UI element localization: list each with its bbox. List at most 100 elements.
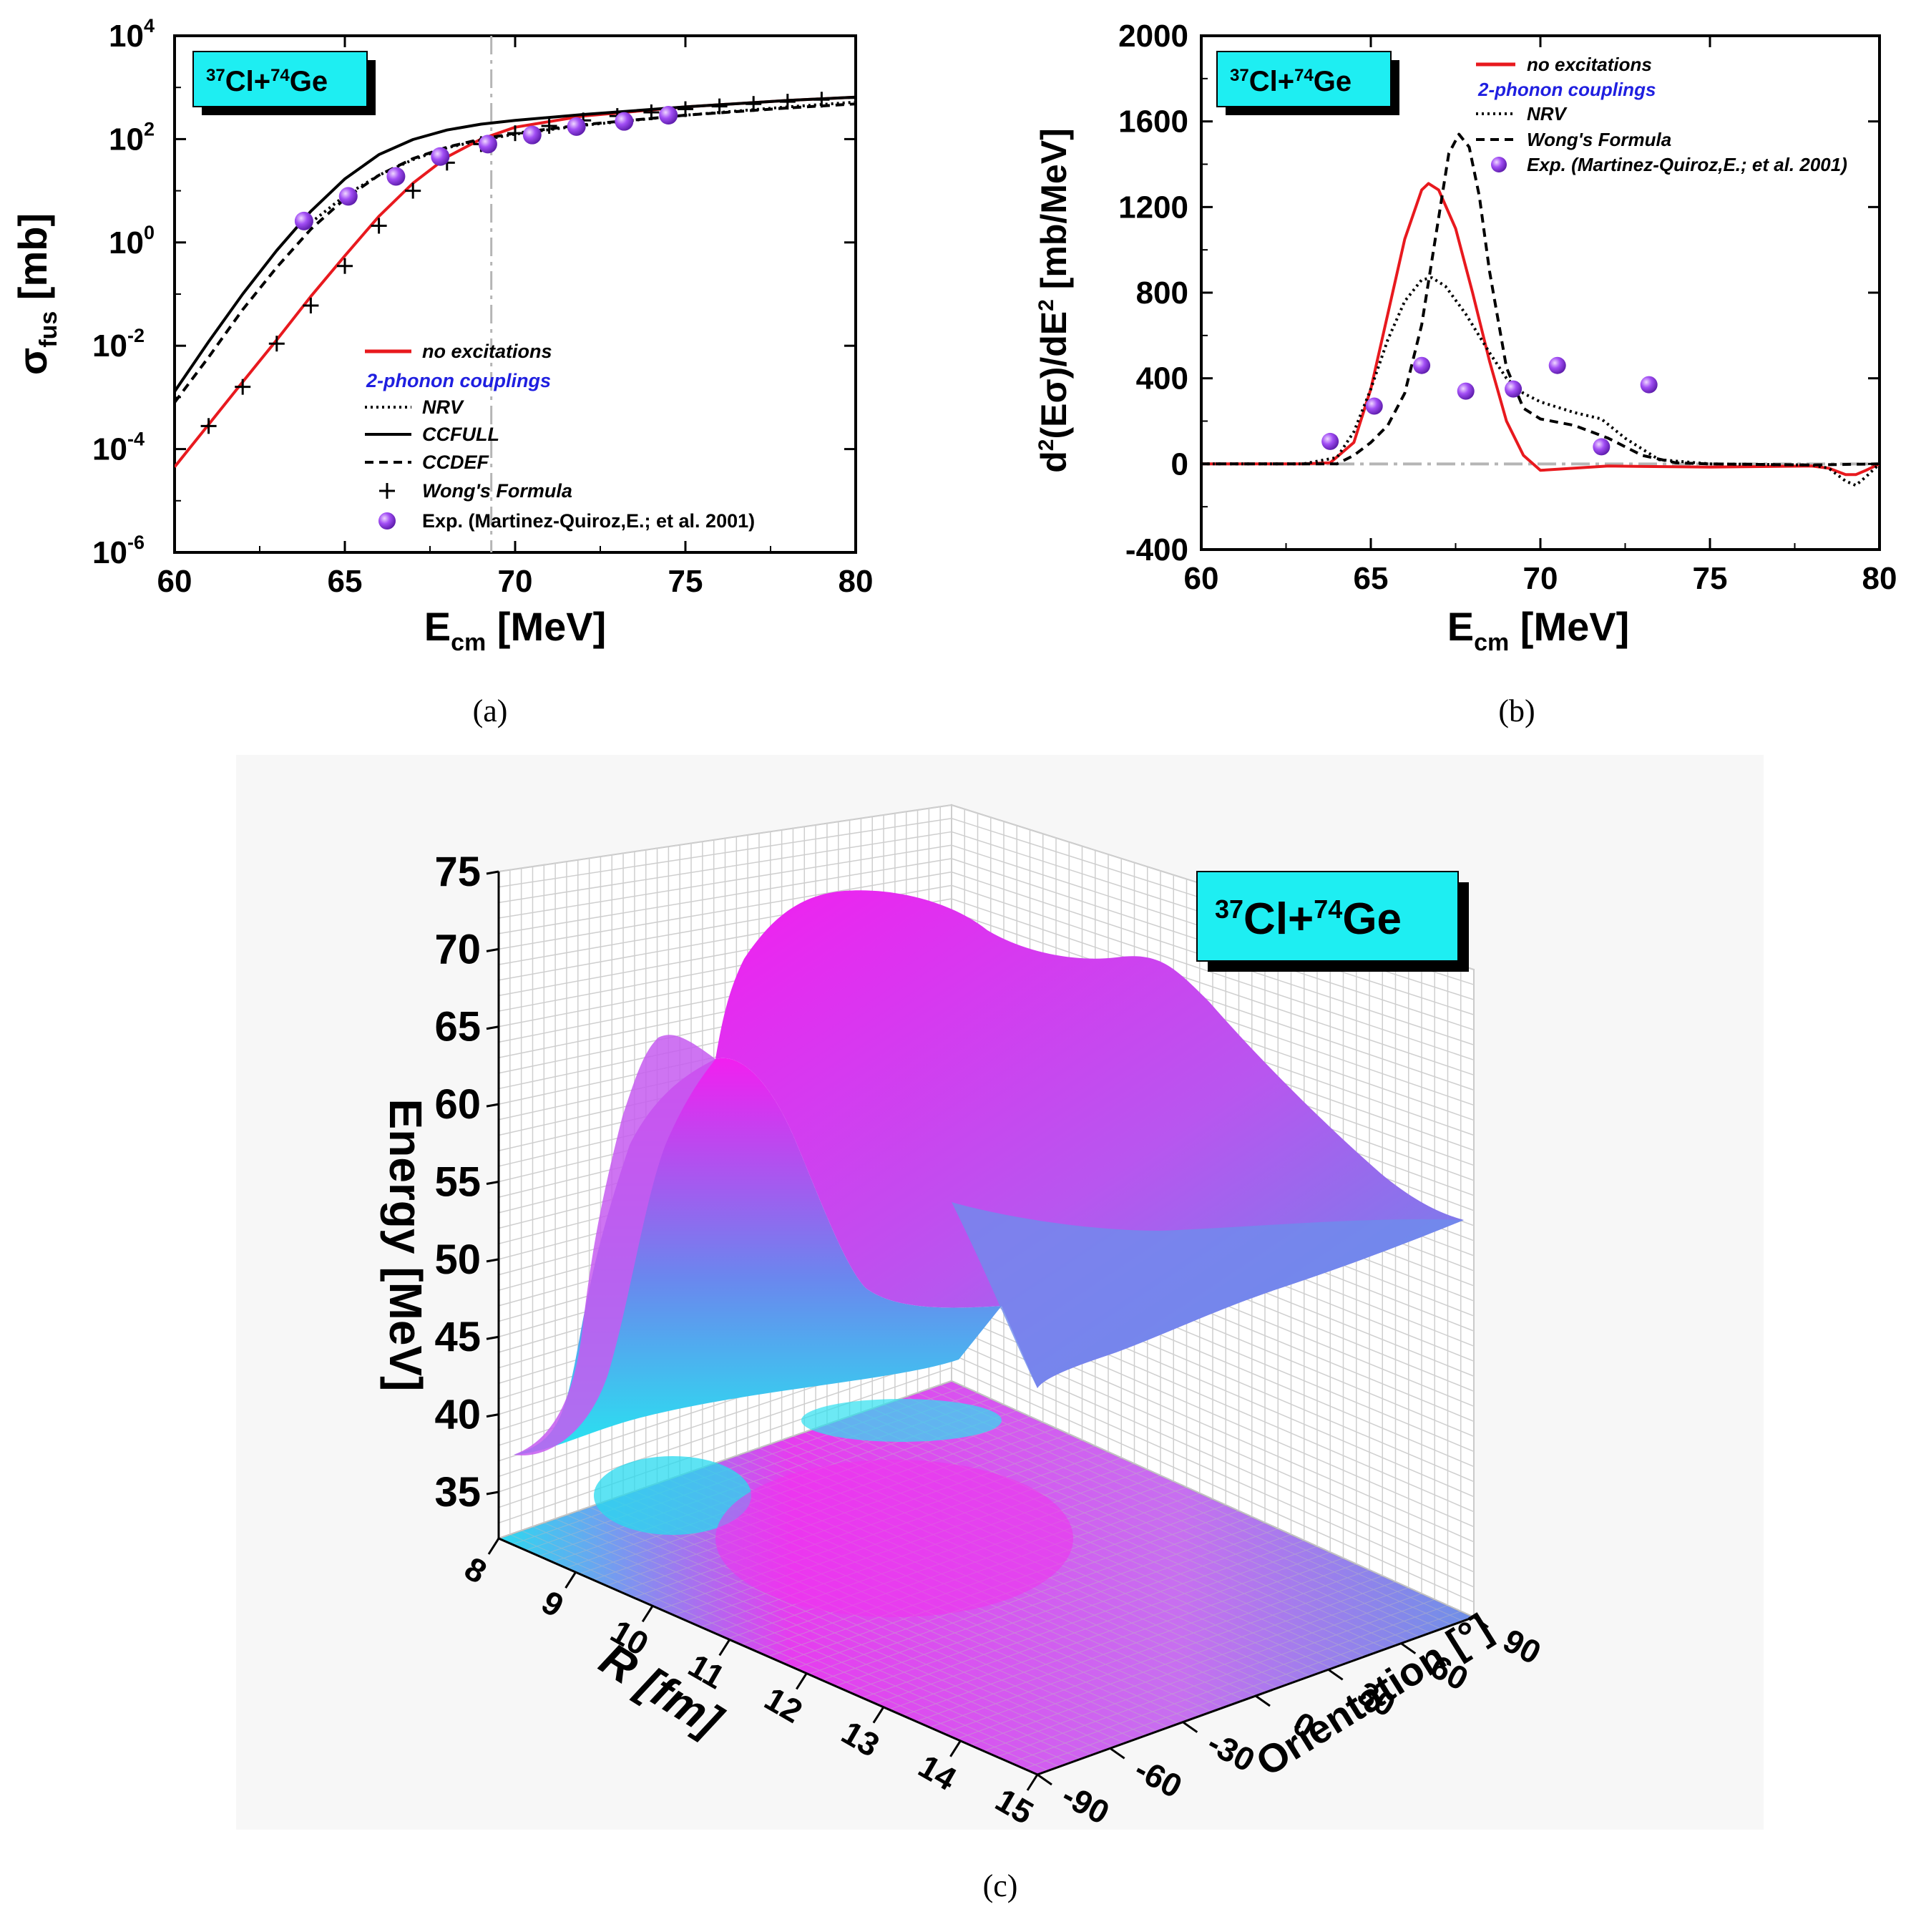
element-a1: Cl+ — [225, 66, 270, 97]
left-wall-gridline-h — [498, 858, 952, 935]
x-tick-label-a: 60 — [157, 564, 192, 599]
floor-gridline-a — [849, 1534, 1291, 1692]
floor-gridline-b — [917, 1392, 1442, 1629]
floor-gridline-b — [566, 1514, 1103, 1752]
caption-c: (c) — [983, 1868, 1018, 1903]
series-line-nrv-a — [310, 100, 856, 224]
floor-gridline-b — [939, 1385, 1463, 1621]
exp-point-b — [1457, 382, 1475, 400]
z-tick-label: 75 — [434, 849, 481, 895]
wong-point-a — [337, 258, 353, 274]
z-tick-label: 60 — [434, 1081, 481, 1128]
exp-point-b — [1365, 397, 1383, 415]
r-tick — [487, 1538, 500, 1555]
r-tick — [1026, 1774, 1039, 1791]
r-tick — [564, 1571, 577, 1589]
z-tick — [486, 870, 499, 875]
floor-gridline-a — [929, 1569, 1370, 1728]
floor-gridline-b — [509, 1534, 1049, 1771]
series-group-b — [1201, 132, 1880, 487]
z-tick-label: 50 — [434, 1236, 481, 1283]
floor-gridline-a — [889, 1551, 1331, 1710]
y-tick-label-b: 0 — [1171, 447, 1188, 482]
surface-front-slope — [952, 1202, 1464, 1388]
floor-gridline-a — [902, 1558, 1344, 1716]
element-b1: Ge — [290, 66, 328, 97]
svg-text:37Cl+74Ge: 37Cl+74Ge — [1215, 894, 1402, 944]
y-tick-label-a: 100 — [109, 222, 155, 260]
x-tick-label-b: 65 — [1354, 561, 1389, 596]
y-tick-label-b: 800 — [1136, 275, 1188, 311]
z-tick — [486, 1335, 499, 1340]
legend-label-ccfull: CCFULL — [422, 424, 499, 445]
y-tick-label-a: 102 — [109, 118, 155, 157]
legend-label-no-excitations: no excitations — [422, 341, 552, 362]
right-wall-gridline-h — [951, 884, 1475, 1060]
plot-frame-a — [173, 34, 857, 554]
mass-number-b3: 74 — [1314, 894, 1342, 924]
caption-a: (a) — [473, 693, 508, 728]
wong-point-a — [746, 96, 762, 112]
legend-b-label-exp: Exp. (Martinez-Quiroz,E.; et al. 2001) — [1527, 154, 1847, 175]
wong-point-a — [235, 379, 251, 395]
z-tick-label: 55 — [434, 1158, 481, 1205]
right-wall-gridline-h — [951, 912, 1475, 1091]
legend-b-label-2-phonon: 2-phonon couplings — [1477, 79, 1656, 100]
mass-number-a2: 37 — [1230, 66, 1249, 85]
floor-gridline-a — [1024, 1611, 1461, 1770]
floor-gridline-a — [1010, 1605, 1448, 1763]
right-wall-gridline-h — [951, 1353, 1475, 1588]
mass-number-a1: 37 — [206, 66, 225, 85]
x-axis-title-a: Ecm [MeV] — [424, 604, 607, 656]
y-tick-label-a: 10-6 — [92, 532, 145, 570]
left-wall-gridline-h — [498, 804, 952, 872]
surface-left-shoulder — [514, 1035, 715, 1455]
r-tick — [641, 1605, 654, 1623]
orientation-tick — [1182, 1721, 1198, 1733]
floor-gridline-b — [894, 1400, 1419, 1637]
floor-gridline-b — [883, 1404, 1409, 1641]
floor-gridline-b — [577, 1511, 1114, 1747]
right-wall-gridline-h — [951, 1367, 1475, 1603]
floor-gridline-a — [875, 1546, 1318, 1704]
z-tick — [486, 1025, 499, 1030]
x-tick-label-b: 60 — [1184, 561, 1219, 596]
orientation-tick — [1109, 1747, 1125, 1760]
legend-a: no excitations 2-phonon couplings NRV CC… — [365, 341, 755, 532]
chart-a: 60 65 70 75 80 10-6 10-4 10-2 100 102 104 37Cl+74G… — [10, 15, 873, 656]
legend-swatch-exp — [378, 512, 396, 530]
orientation-tick — [1400, 1642, 1417, 1654]
legend-label-exp: Exp. (Martinez-Quiroz,E.; et al. 2001) — [422, 510, 755, 532]
floor-gridline-a — [835, 1528, 1279, 1687]
r-tick — [796, 1672, 808, 1690]
wong-point-a — [268, 336, 285, 352]
wong-point-a — [848, 89, 856, 106]
wong-point-a — [405, 182, 421, 199]
wong-point-a — [711, 98, 728, 114]
reaction-label-a: 37Cl+74Ge — [192, 51, 376, 115]
floor-gridline-b — [521, 1530, 1060, 1767]
x-axis-title-b: Ecm [MeV] — [1447, 604, 1630, 656]
y-tick-label-a: 10-4 — [92, 429, 145, 467]
floor-gridline-b — [872, 1408, 1398, 1645]
floor-gridline-b — [589, 1506, 1125, 1744]
orientation-tick — [1327, 1669, 1344, 1681]
right-wall-gridline-h — [951, 1380, 1475, 1618]
left-wall-gridline-h — [498, 1353, 952, 1508]
exp-point-a — [478, 135, 497, 154]
legend-swatch-wong — [379, 483, 395, 499]
wong-point-a — [303, 298, 319, 314]
exp-point-a — [338, 187, 358, 206]
x-tick-label-b: 75 — [1693, 561, 1728, 596]
z-tick — [486, 1413, 499, 1418]
reaction-label-c: 37Cl+74Ge — [1196, 871, 1469, 972]
legend-label-nrv: NRV — [422, 396, 464, 418]
x-tick-label-b: 80 — [1862, 561, 1897, 596]
exp-point-b — [1321, 432, 1339, 450]
z-tick — [486, 1258, 499, 1263]
orientation-tick — [1473, 1616, 1489, 1629]
exp-point-b — [1548, 356, 1566, 374]
floor-cyan-patch-back — [801, 1399, 1002, 1442]
z-tick-label: 35 — [434, 1469, 481, 1516]
wong-point-a — [678, 101, 693, 117]
